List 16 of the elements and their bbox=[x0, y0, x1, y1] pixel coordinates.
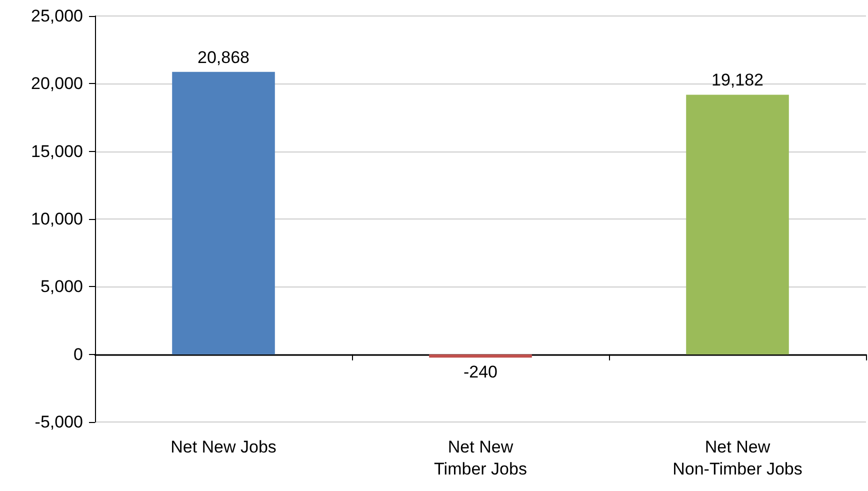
bar bbox=[172, 72, 275, 354]
y-tick-label: 15,000 bbox=[31, 142, 83, 161]
x-tick-label: Net New Timber Jobs bbox=[434, 438, 527, 478]
data-label: -240 bbox=[463, 362, 498, 382]
y-tick-label: 25,000 bbox=[31, 6, 83, 26]
y-tick-label: -5,000 bbox=[34, 412, 83, 432]
x-tick-label: Net New Non-Timber Jobs bbox=[672, 438, 802, 478]
data-label: 19,182 bbox=[712, 70, 764, 90]
x-tick-label: Net New Jobs bbox=[170, 438, 276, 456]
y-tick-label: 20,000 bbox=[31, 74, 83, 94]
y-tick-label: 5,000 bbox=[40, 277, 83, 296]
y-tick-label: 0 bbox=[74, 344, 83, 364]
y-tick-label: 10,000 bbox=[31, 210, 83, 228]
bar bbox=[429, 354, 532, 358]
data-label: 20,868 bbox=[198, 48, 250, 67]
bar bbox=[686, 94, 789, 354]
